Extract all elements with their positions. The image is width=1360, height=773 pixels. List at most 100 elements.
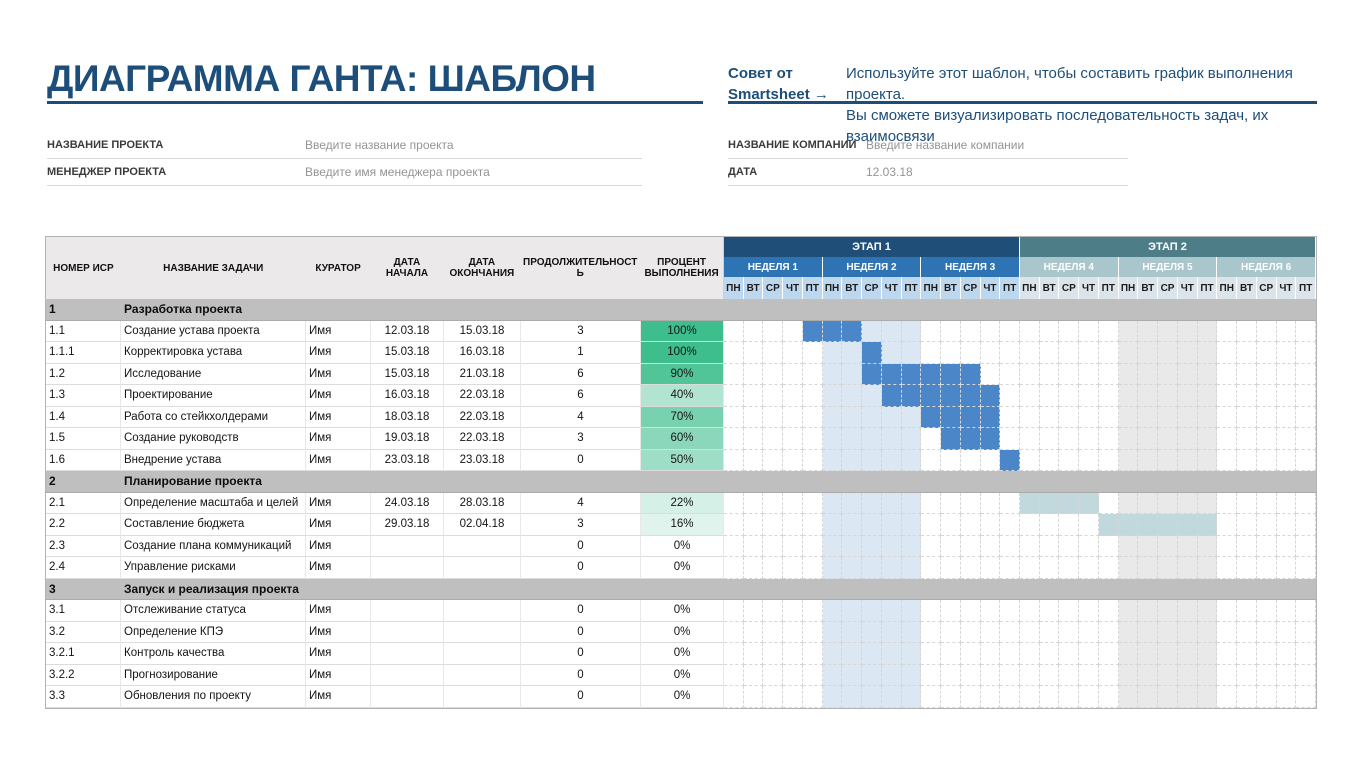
gantt-cell[interactable] [783,428,803,450]
gantt-cell[interactable] [980,600,1001,622]
duration-cell[interactable]: 0 [521,600,641,622]
gantt-cell[interactable] [1020,535,1040,557]
gantt-cell[interactable] [724,363,744,385]
company-name-input[interactable]: Введите название компании [866,138,1025,152]
gantt-cell[interactable] [1138,428,1159,450]
gantt-cell[interactable] [1118,535,1139,557]
gantt-cell[interactable] [1039,363,1060,385]
gantt-cell[interactable] [1138,514,1159,536]
gantt-cell[interactable] [980,514,1001,536]
task-name-cell[interactable]: Определение масштаба и целей [121,492,306,514]
gantt-cell[interactable] [862,600,882,622]
gantt-cell[interactable] [1158,342,1178,364]
owner-cell[interactable]: Имя [306,643,371,665]
gantt-cell[interactable] [1237,686,1257,708]
gantt-cell[interactable] [1059,492,1080,514]
gantt-cell[interactable] [1256,428,1277,450]
gantt-cell[interactable] [763,363,784,385]
gantt-cell[interactable] [960,621,981,643]
gantt-cell[interactable] [862,428,882,450]
gantt-cell[interactable] [1039,492,1060,514]
gantt-cell[interactable] [1237,428,1257,450]
gantt-cell[interactable] [1079,557,1099,579]
end-date-cell[interactable]: 15.03.18 [444,320,521,342]
gantt-cell[interactable] [1079,600,1099,622]
gantt-cell[interactable] [921,621,942,643]
gantt-cell[interactable] [901,428,922,450]
gantt-cell[interactable] [1296,342,1317,364]
gantt-cell[interactable] [1296,514,1317,536]
gantt-cell[interactable] [763,621,784,643]
gantt-cell[interactable] [960,643,981,665]
gantt-cell[interactable] [1118,643,1139,665]
gantt-cell[interactable] [763,342,784,364]
gantt-cell[interactable] [1197,600,1218,622]
owner-cell[interactable]: Имя [306,449,371,471]
gantt-cell[interactable] [980,428,1001,450]
gantt-cell[interactable] [1177,428,1198,450]
gantt-cell[interactable] [1197,514,1218,536]
gantt-cell[interactable] [921,686,942,708]
start-date-cell[interactable]: 12.03.18 [371,320,444,342]
gantt-cell[interactable] [1276,363,1297,385]
gantt-cell[interactable] [743,621,764,643]
gantt-cell[interactable] [1197,363,1218,385]
end-date-cell[interactable]: 22.03.18 [444,385,521,407]
percent-complete-cell[interactable]: 40% [641,385,724,407]
wbs-cell[interactable]: 2.3 [46,535,121,557]
gantt-cell[interactable] [1059,535,1080,557]
gantt-cell[interactable] [1296,320,1317,342]
duration-cell[interactable]: 6 [521,385,641,407]
gantt-cell[interactable] [1000,557,1021,579]
gantt-cell[interactable] [881,449,902,471]
owner-cell[interactable]: Имя [306,363,371,385]
gantt-cell[interactable] [724,428,744,450]
gantt-cell[interactable] [802,664,823,686]
wbs-cell[interactable]: 1.1.1 [46,342,121,364]
gantt-cell[interactable] [1256,514,1277,536]
gantt-cell[interactable] [842,686,863,708]
gantt-cell[interactable] [1098,643,1119,665]
gantt-cell[interactable] [1059,621,1080,643]
gantt-cell[interactable] [1000,535,1021,557]
gantt-cell[interactable] [1177,406,1198,428]
gantt-cell[interactable] [901,406,922,428]
gantt-cell[interactable] [960,385,981,407]
gantt-cell[interactable] [842,449,863,471]
end-date-cell[interactable]: 28.03.18 [444,492,521,514]
gantt-cell[interactable] [1197,428,1218,450]
gantt-cell[interactable] [901,363,922,385]
gantt-cell[interactable] [1020,449,1040,471]
task-name-cell[interactable]: Управление рисками [121,557,306,579]
end-date-cell[interactable]: 02.04.18 [444,514,521,536]
gantt-cell[interactable] [921,320,942,342]
gantt-cell[interactable] [980,492,1001,514]
gantt-cell[interactable] [1079,643,1099,665]
gantt-cell[interactable] [763,664,784,686]
gantt-cell[interactable] [724,535,744,557]
start-date-cell[interactable]: 15.03.18 [371,363,444,385]
gantt-cell[interactable] [763,600,784,622]
task-name-cell[interactable]: Отслеживание статуса [121,600,306,622]
percent-complete-cell[interactable]: 16% [641,514,724,536]
gantt-cell[interactable] [862,535,882,557]
gantt-cell[interactable] [822,363,843,385]
gantt-cell[interactable] [960,600,981,622]
wbs-cell[interactable]: 1.2 [46,363,121,385]
gantt-cell[interactable] [941,406,961,428]
gantt-cell[interactable] [941,363,961,385]
gantt-cell[interactable] [802,363,823,385]
start-date-cell[interactable]: 29.03.18 [371,514,444,536]
percent-complete-cell[interactable]: 100% [641,342,724,364]
gantt-cell[interactable] [1079,686,1099,708]
gantt-cell[interactable] [960,557,981,579]
gantt-cell[interactable] [921,643,942,665]
gantt-cell[interactable] [881,385,902,407]
gantt-cell[interactable] [921,428,942,450]
gantt-cell[interactable] [881,320,902,342]
start-date-cell[interactable] [371,621,444,643]
gantt-cell[interactable] [1237,643,1257,665]
gantt-cell[interactable] [980,664,1001,686]
gantt-cell[interactable] [1256,363,1277,385]
end-date-cell[interactable]: 23.03.18 [444,449,521,471]
